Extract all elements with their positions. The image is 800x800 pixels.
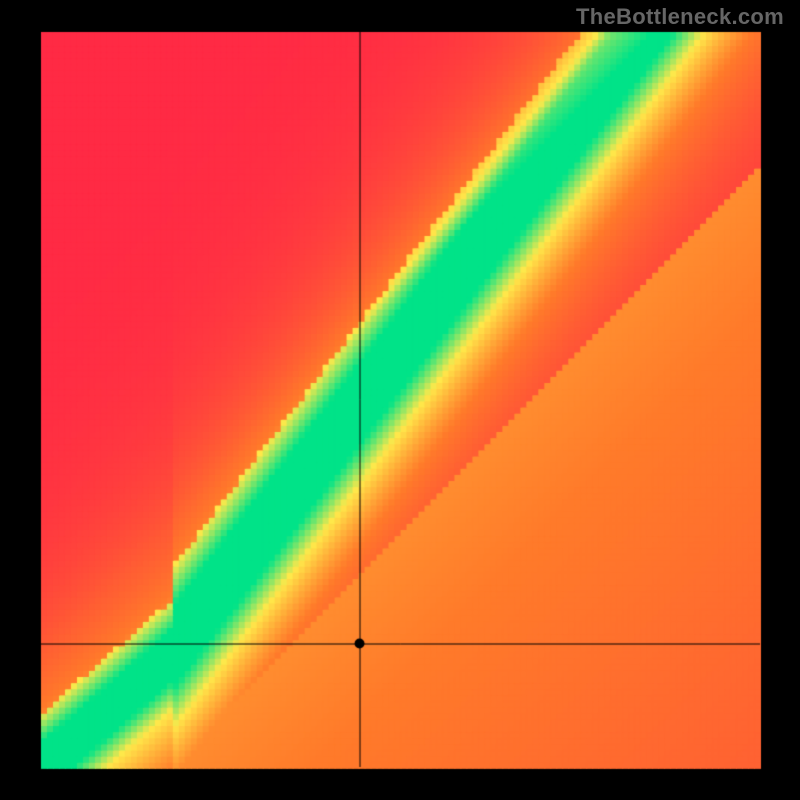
watermark-text: TheBottleneck.com — [576, 4, 784, 30]
stage: TheBottleneck.com — [0, 0, 800, 800]
bottleneck-heatmap — [0, 0, 800, 800]
